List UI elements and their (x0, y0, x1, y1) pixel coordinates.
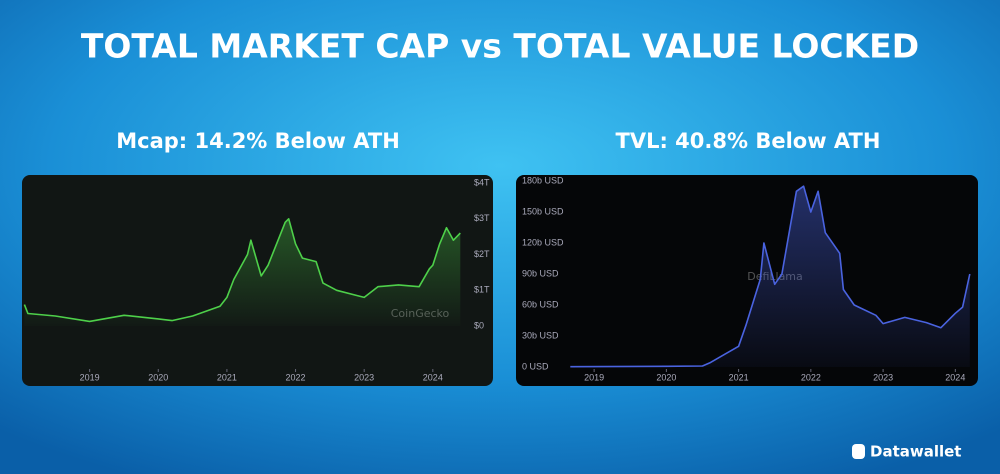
main-title: TOTAL MARKET CAP vs TOTAL VALUE LOCKED (81, 27, 919, 66)
x-tick-label: 2024 (423, 372, 443, 382)
x-tick-label: 2019 (80, 372, 100, 382)
x-tick-label: 2020 (656, 372, 676, 382)
y-tick-label: 90b USD (522, 268, 559, 278)
y-tick-label: $4T (474, 177, 490, 187)
brand: Datawallet (870, 443, 961, 461)
x-tick-label: 2024 (945, 372, 965, 382)
x-tick-label: 2022 (286, 372, 306, 382)
y-tick-label: 0 USD (522, 361, 549, 371)
x-tick-label: 2019 (584, 372, 604, 382)
x-tick-label: 2020 (148, 372, 168, 382)
x-tick-label: 2023 (873, 372, 893, 382)
y-tick-label: 150b USD (522, 206, 564, 216)
area (24, 218, 461, 326)
x-tick-label: 2021 (729, 372, 749, 382)
x-tick-label: 2023 (354, 372, 374, 382)
y-tick-label: $2T (474, 249, 490, 259)
x-tick-label: 2021 (217, 372, 237, 382)
x-tick-label: 2022 (801, 372, 821, 382)
y-tick-label: 120b USD (522, 237, 564, 247)
y-tick-label: 30b USD (522, 330, 559, 340)
line (23, 218, 461, 323)
line (570, 185, 971, 368)
brand-icon (852, 444, 865, 459)
y-tick-label: 60b USD (522, 299, 559, 309)
area (570, 186, 970, 367)
y-tick-label: $0 (474, 320, 484, 330)
y-tick-label: $1T (474, 285, 490, 295)
chart-title: Mcap: 14.2% Below ATH (116, 129, 400, 153)
y-tick-label: 180b USD (522, 175, 564, 185)
y-tick-label: $3T (474, 213, 490, 223)
chart-title: TVL: 40.8% Below ATH (616, 129, 881, 153)
